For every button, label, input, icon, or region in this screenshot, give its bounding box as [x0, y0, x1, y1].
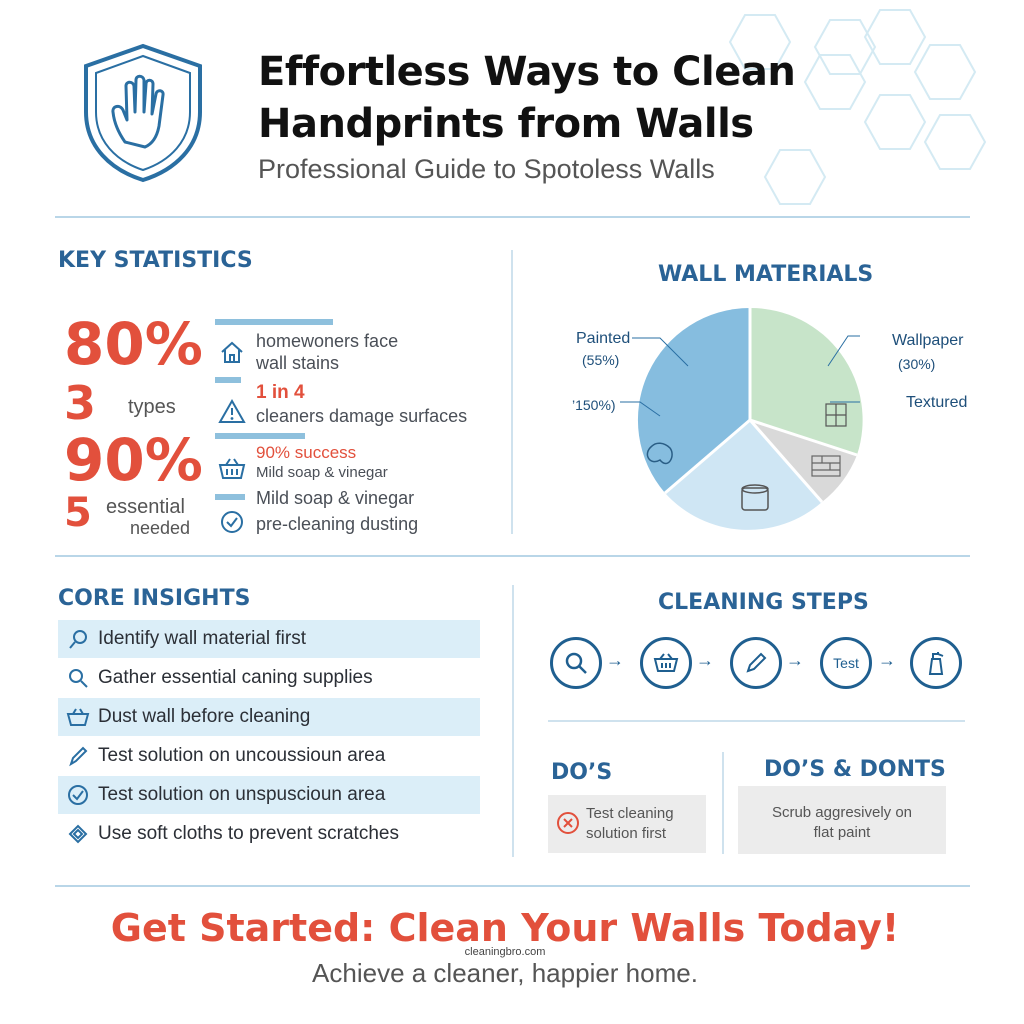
- stat-value-3: 90%: [64, 426, 203, 494]
- cta-heading: Get Started: Clean Your Walls Today!: [110, 906, 900, 950]
- paper-roll-icon: [741, 484, 769, 511]
- step-arrow-2: →: [696, 650, 714, 670]
- step-arrow-4: →: [878, 650, 896, 670]
- insight-item-6: Use soft cloths to prevent scratches: [58, 815, 480, 853]
- legend-painted-pct: (55%): [582, 352, 620, 368]
- divider-middle: [55, 555, 970, 557]
- insight-text-3: Dust wall before cleaning: [98, 706, 311, 727]
- stat-bar-2: [215, 377, 241, 383]
- stat-label-2: types: [128, 396, 176, 418]
- page-title-line1: Effortless Ways to Clean: [258, 49, 796, 95]
- dos-donts-card-line2: flat paint: [813, 824, 871, 841]
- divider-vertical-bottom: [512, 585, 514, 857]
- cloth-icon: [68, 824, 88, 844]
- fact-1-line2: wall stains: [256, 353, 340, 373]
- tagline: Achieve a cleaner, happier home.: [312, 958, 698, 988]
- dos-donts-card: Scrub aggresively on flat paint: [738, 786, 946, 854]
- dos-donts-card-line1: Scrub aggresively on: [771, 804, 913, 821]
- stat-bar-1: [215, 319, 333, 325]
- insight-item-2: Gather essential caning supplies: [58, 659, 480, 697]
- divider-bottom: [55, 885, 970, 887]
- step-2-basket-icon: [640, 637, 692, 689]
- pie-slice-wallpaper: [750, 307, 863, 455]
- insight-item-4: Test solution on uncoussioun area: [58, 737, 480, 775]
- divider-top: [55, 216, 970, 218]
- stat-value-4: 5: [64, 490, 92, 536]
- wall-texture-icon: [825, 403, 847, 427]
- insight-item-5: Test solution on unspuscioun area: [58, 776, 480, 814]
- key-statistics-heading: KEY STATISTICS: [58, 248, 253, 273]
- dos-card-line2: solution first: [586, 825, 667, 842]
- brick-icon: [811, 455, 841, 477]
- magnifier-icon: [69, 630, 87, 649]
- house-icon: [221, 341, 243, 363]
- core-insights-heading: CORE INSIGHTS: [58, 586, 251, 611]
- step-5-spray-bottle-icon: [910, 637, 962, 689]
- pie-slice-painted: [637, 307, 750, 493]
- fact-3-line2: Mild soap & vinegar: [256, 464, 388, 481]
- step-3-brush-icon: [730, 637, 782, 689]
- dos-heading: DO’S: [551, 760, 613, 785]
- fact-4-line2: pre-cleaning dusting: [256, 514, 419, 534]
- basket-icon: [66, 708, 90, 726]
- dos-donts-heading: DO’S & DONTS: [764, 757, 946, 782]
- fact-1-line1: homewoners face: [256, 331, 399, 351]
- x-circle-icon: [557, 812, 579, 834]
- dos-card: Test cleaning solution first: [548, 795, 706, 853]
- insight-text-4: Test solution on uncoussioun area: [98, 745, 386, 766]
- check-circle-icon: [221, 511, 243, 533]
- stat-value-2: 3: [64, 376, 97, 430]
- fact-2-line1: 1 in 4: [256, 382, 305, 403]
- check-circle-icon: [68, 785, 88, 805]
- legend-textured: Textured: [906, 394, 968, 411]
- insight-text-5: Test solution on unspuscioun area: [98, 784, 386, 805]
- stat-label-4a: essential: [106, 496, 185, 518]
- palette-icon: [646, 442, 673, 465]
- pen-icon: [69, 746, 88, 767]
- step-1-magnifier-icon: [550, 637, 602, 689]
- hand-shield-icon: [84, 43, 202, 183]
- stat-value-1: 80%: [64, 310, 203, 378]
- wall-materials-pie: [620, 307, 863, 530]
- insight-item-3: Dust wall before cleaning: [58, 698, 480, 736]
- hexagon-pattern: [728, 9, 987, 205]
- divider-vertical-top: [511, 250, 513, 534]
- divider-dos: [722, 752, 724, 854]
- step-arrow-1: →: [606, 650, 624, 670]
- insight-item-1: Identify wall material first: [58, 620, 480, 658]
- page-subtitle: Professional Guide to Spotoless Walls: [258, 154, 715, 184]
- wall-materials-heading: WALL MATERIALS: [658, 262, 874, 287]
- stat-bar-4: [215, 494, 245, 500]
- pie-slice-textured: [750, 420, 857, 502]
- insight-text-1: Identify wall material first: [98, 628, 307, 649]
- insight-text-6: Use soft cloths to prevent scratches: [98, 823, 399, 844]
- watermark: cleaningbro.com: [464, 946, 546, 958]
- step-4-test: Test: [820, 637, 872, 689]
- basket-icon: [218, 458, 246, 479]
- pie-slice-other: [665, 420, 822, 530]
- divider-steps: [548, 720, 965, 722]
- fact-4-line1: Mild soap & vinegar: [256, 488, 415, 508]
- stat-bar-3: [215, 433, 305, 439]
- dos-card-line1: Test cleaning: [586, 805, 674, 822]
- page-title-line2: Handprints from Walls: [258, 101, 754, 147]
- search-icon: [69, 669, 88, 688]
- fact-3-line1: 90% success: [256, 443, 357, 462]
- stat-label-4b: needed: [130, 518, 191, 538]
- fact-2-line2: cleaners damage surfaces: [256, 406, 468, 426]
- step-arrow-3: →: [786, 650, 804, 670]
- legend-painted: Painted: [576, 330, 631, 347]
- insight-text-2: Gather essential caning supplies: [98, 667, 373, 688]
- legend-wallpaper-pct: (30%): [898, 356, 936, 372]
- warning-icon: [218, 398, 246, 423]
- legend-other-pct: ’150%): [572, 397, 616, 413]
- cleaning-steps-heading: CLEANING STEPS: [658, 590, 869, 615]
- legend-wallpaper: Wallpaper: [892, 332, 964, 349]
